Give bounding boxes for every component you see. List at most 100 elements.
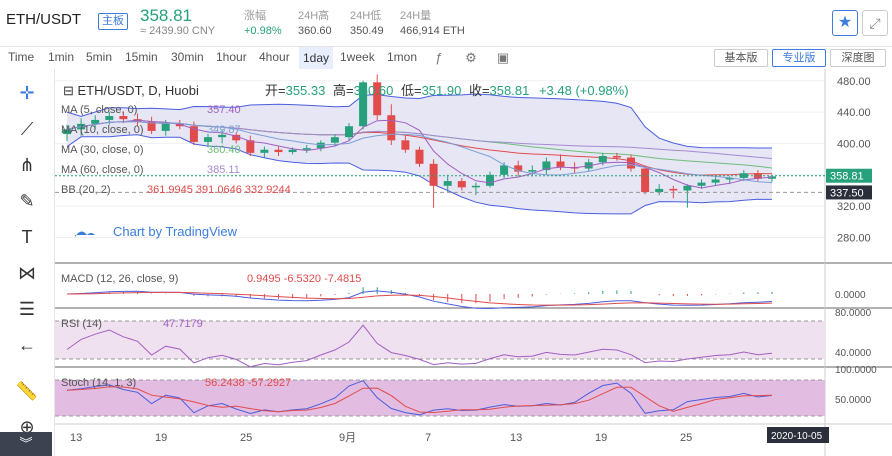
- candle-body: [401, 140, 410, 150]
- indicator-legend-name: BB (20, 2): [61, 184, 111, 196]
- candle-body: [330, 137, 339, 143]
- timeframe-1min[interactable]: 1min: [48, 50, 75, 64]
- star-icon[interactable]: ★: [832, 10, 858, 36]
- time-axis-ticks: 13 19 25 9月 7 13 19 25: [70, 432, 692, 444]
- back-arrow-icon[interactable]: ←: [18, 335, 36, 355]
- timeframe-30min[interactable]: 30min: [171, 50, 204, 64]
- drawing-toolbar: ✛ ⟋ ⋔ ✎ T ⋈ ☰ ← 📏 ⊕: [0, 69, 55, 456]
- indicator-legend-value: 385.11: [207, 164, 240, 176]
- candle-body: [457, 181, 466, 188]
- settings-icon[interactable]: ⚙: [465, 50, 477, 65]
- text-icon[interactable]: T: [21, 227, 33, 247]
- ma5-line: [66, 119, 773, 189]
- time-tick: 7: [425, 432, 431, 444]
- brush-icon[interactable]: ✎: [19, 191, 35, 211]
- ohlc-readout: 开=355.33 高=360.60 低=351.90 收=358.81 +3.4…: [265, 83, 629, 98]
- date-tag: [767, 427, 829, 443]
- pattern-icon[interactable]: ⋈: [18, 263, 36, 283]
- indicators-icon[interactable]: ƒ: [435, 50, 443, 65]
- stat-volume-value: 466,914 ETH: [400, 25, 465, 37]
- fibonacci-icon[interactable]: ☰: [18, 299, 36, 319]
- indicator-legend: MA (5, close, 0) 357.40 MA (10, close, 0) 3…: [61, 104, 361, 389]
- timeframe-time[interactable]: Time: [8, 50, 35, 64]
- candle-body: [218, 134, 227, 138]
- timeframe-1hour[interactable]: 1hour: [216, 50, 247, 64]
- candle-body: [260, 149, 269, 153]
- stat-change-label: 涨幅: [244, 10, 266, 22]
- ruler-icon[interactable]: 📏: [15, 381, 39, 401]
- candle-body: [711, 179, 720, 183]
- macd-legend-values: 0.9495 -6.5320 -7.4815: [247, 273, 361, 285]
- timeframe-15min[interactable]: 15min: [125, 50, 158, 64]
- mode-pro[interactable]: 专业版: [772, 49, 826, 67]
- time-tick: 19: [155, 432, 167, 444]
- stoch-legend-name: Stoch (14, 1, 3): [61, 377, 136, 389]
- board-badge: 主板: [98, 13, 128, 30]
- crosshair-icon[interactable]: ✛: [19, 83, 35, 103]
- macd-pane: [66, 287, 773, 310]
- candle-body: [443, 181, 452, 186]
- candle-body: [683, 185, 692, 191]
- cny-price: ≈ 2439.90 CNY: [140, 25, 216, 37]
- candle-body: [119, 116, 128, 120]
- fullscreen-icon[interactable]: ⤢: [862, 10, 888, 36]
- timeframe-5min[interactable]: 5min: [86, 50, 113, 64]
- mode-basic[interactable]: 基本版: [714, 49, 768, 67]
- candle-body: [246, 140, 255, 153]
- price-tick: 440.00: [837, 107, 871, 119]
- last-price-tag: [826, 168, 872, 183]
- candle-body: [429, 163, 438, 186]
- rsi-line: [66, 324, 773, 368]
- candle-body: [655, 188, 664, 193]
- indicator-legend-value: 360.40: [207, 144, 241, 156]
- stat-change-value: +0.98%: [244, 25, 282, 37]
- candle-body: [753, 173, 762, 179]
- price-tick: 320.00: [837, 201, 871, 213]
- stoch-tick-100: 100.0000: [835, 365, 877, 376]
- ma10-line: [66, 121, 773, 184]
- last-price-tag-text: 358.81: [830, 171, 864, 183]
- indicator-legend-name: MA (30, close, 0): [61, 144, 144, 156]
- time-tick: 25: [680, 432, 692, 444]
- macd-signal-line: [66, 291, 773, 306]
- chart-toolbar: Time 1min 5min 15min 30min 1hour 4hour 1…: [0, 46, 892, 70]
- tradingview-watermark[interactable]: Chart by TradingView: [113, 224, 238, 239]
- candle-body: [612, 155, 621, 158]
- pitchfork-icon[interactable]: ⋔: [19, 155, 35, 175]
- candle-body: [161, 123, 170, 131]
- last-price: 358.81: [140, 6, 192, 25]
- candle-body: [514, 165, 523, 172]
- time-tick: 13: [510, 432, 522, 444]
- candle-body: [373, 82, 382, 116]
- candle-body: [105, 116, 114, 120]
- candle-body: [697, 182, 706, 186]
- indicator-legend-name: MA (60, close, 0): [61, 164, 144, 176]
- symbol-name: ETH/USDT: [6, 11, 81, 28]
- bollinger-upper: [66, 93, 772, 149]
- indicator-legend-name: MA (10, close, 0): [61, 124, 144, 136]
- tradingview-cloud-icon: [75, 231, 95, 237]
- reference-price-tag: [826, 185, 872, 200]
- candle-body: [641, 168, 650, 193]
- stat-volume-label: 24H量: [400, 10, 432, 22]
- collapse-toolbar-button[interactable]: ︾: [0, 432, 52, 456]
- stat-high-label: 24H高: [298, 10, 330, 22]
- rsi-legend-value: 47.7179: [163, 318, 203, 330]
- candle-body: [175, 123, 184, 127]
- chart-title-text: ETH/USDT, D, Huobi: [78, 83, 199, 98]
- timeframe-1mon[interactable]: 1mon: [387, 50, 418, 64]
- candle-body: [528, 170, 537, 172]
- candle-body: [91, 119, 100, 124]
- timeframe-1day[interactable]: 1day: [299, 47, 334, 69]
- candle-body: [542, 161, 551, 171]
- screenshot-icon[interactable]: ▣: [496, 50, 510, 65]
- stoch-legend-values: 56.2438 -57.2927: [205, 377, 291, 389]
- candle-body: [204, 137, 212, 142]
- timeframe-4hour[interactable]: 4hour: [259, 50, 290, 64]
- stat-high-value: 360.60: [298, 25, 332, 37]
- timeframe-1week[interactable]: 1week: [340, 50, 375, 64]
- rsi-tick-80: 80.0000: [835, 308, 872, 319]
- mode-depth[interactable]: 深度图: [830, 49, 886, 67]
- trendline-icon[interactable]: ⟋: [20, 119, 34, 139]
